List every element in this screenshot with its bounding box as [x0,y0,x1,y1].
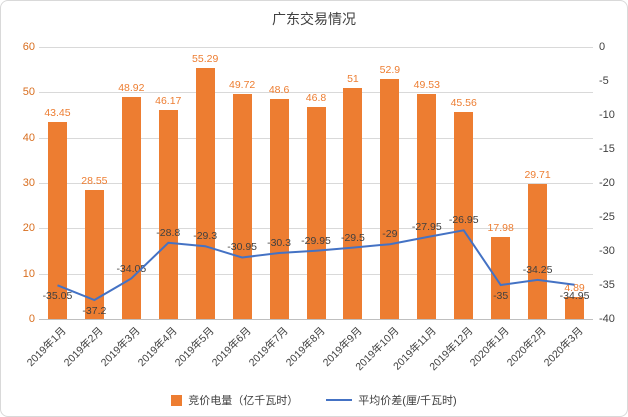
bar-value-label: 43.45 [44,107,71,120]
x-category-label: 2020年3月 [542,325,587,369]
bar-value-label: 55.29 [192,53,219,66]
y-right-tick-label: -35 [599,279,615,291]
bar-value-label: 48.6 [268,83,290,96]
bar [343,87,363,319]
bar-value-label: 29.71 [524,169,551,182]
line-point-label: -26.95 [448,214,479,227]
y-right-tick-label: -25 [599,211,615,223]
bar-value-label: 52.9 [379,64,401,77]
bar-value-label: 46.17 [155,94,182,107]
x-category-label: 2019年2月 [61,325,106,369]
y-right-tick-label: -5 [599,75,609,87]
x-category-label: 2020年1月 [468,325,513,369]
chart-legend: 竞价电量（亿千瓦时） 平均价差(厘/千瓦时) [1,392,627,408]
grid-line [39,319,593,320]
bar [121,97,141,319]
y-right-tick-label: -40 [599,313,615,325]
bar-value-label: 45.56 [450,97,477,110]
legend-bar-series-label: 竞价电量（亿千瓦时） [188,395,299,407]
y-left-tick-label: 60 [22,41,35,53]
bar [158,109,178,319]
x-category-label: 2019年8月 [283,325,328,369]
line-point-label: -34.25 [522,263,553,276]
line-series-swatch-icon [326,399,353,401]
bar-value-label: 49.72 [228,78,256,91]
legend-item-line-series: 平均价差(厘/千瓦时) [326,392,457,408]
line-point-label: -35 [493,290,509,302]
bar-value-label: 28.55 [81,174,108,187]
bar [269,98,289,319]
bar [84,189,104,319]
bar [417,94,437,319]
x-category-label: 2019年4月 [135,325,180,369]
chart-title: 广东交易情况 [272,11,356,27]
y-left-tick-label: 20 [22,222,35,235]
y-right-tick-label: -10 [599,109,615,121]
legend-item-bar-series: 竞价电量（亿千瓦时） [171,392,298,408]
x-category-label: 2020年2月 [505,325,550,369]
y-left-tick-label: 40 [22,131,35,144]
y-left-tick-label: 10 [22,267,35,280]
line-point-label: -34.95 [559,289,590,302]
bar-series-swatch-icon [171,394,183,406]
y-left-tick-label: 30 [22,177,35,189]
line-point-label: -35.05 [42,290,73,303]
line-point-label: -37.2 [82,304,107,317]
y-right-tick-label: -30 [599,245,615,257]
grid-line [39,92,593,94]
y-right-tick-label: -20 [599,177,615,189]
line-point-label: -29.3 [193,230,218,243]
x-category-label: 2019年7月 [246,325,291,369]
bar [528,184,548,319]
y-right-tick-label: 0 [599,41,606,53]
bar [232,93,252,319]
bar-value-label: 48.92 [118,82,145,95]
y-left-tick-label: 0 [28,313,35,325]
legend-line-series-label: 平均价差(厘/千瓦时) [358,395,457,407]
bar [195,68,215,319]
y-right-tick-label: -15 [599,143,615,155]
bar [565,296,585,319]
y-left-tick-label: 50 [22,86,35,99]
bar-value-label: 49.53 [413,79,440,92]
x-category-label: 2019年6月 [209,325,254,369]
x-category-label: 2019年1月 [24,325,69,369]
bar [306,106,326,319]
x-category-label: 2019年3月 [98,325,143,369]
grid-line [39,47,593,48]
bar-value-label: 51 [347,72,359,85]
line-point-label: -34.05 [116,262,147,275]
bar-value-label: 46.8 [305,91,327,104]
bar [380,79,400,319]
x-category-label: 2019年5月 [172,325,217,369]
bar [491,237,511,319]
